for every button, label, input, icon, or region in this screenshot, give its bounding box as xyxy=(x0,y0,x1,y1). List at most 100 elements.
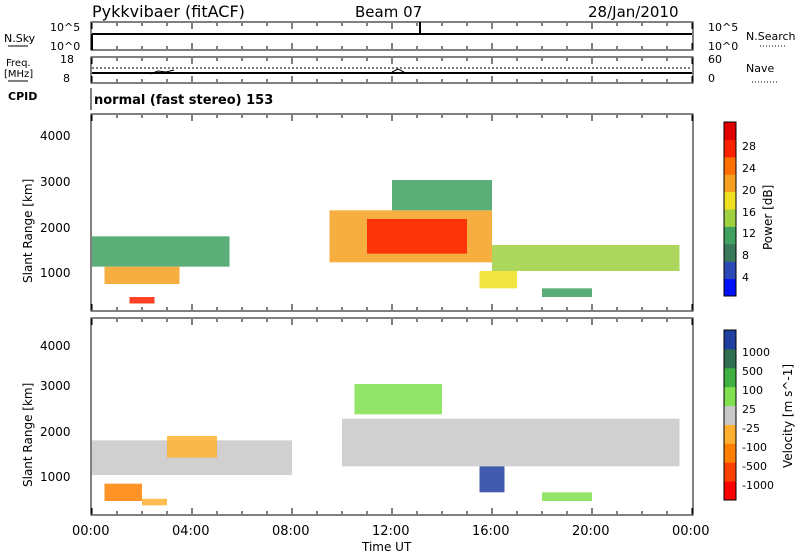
freq-right-tick-top: 60 xyxy=(708,53,722,66)
vel-cbar-tick-neg100: -100 xyxy=(742,441,767,454)
vel-cbar-tick-100: 100 xyxy=(742,384,763,397)
velocity-y-tick-2000: 2000 xyxy=(40,425,71,439)
power-region xyxy=(542,288,592,297)
freq-label-1: Freq. xyxy=(6,58,31,69)
power-region xyxy=(367,219,467,254)
velocity-region xyxy=(479,466,505,493)
x-tick-1200: 12:00 xyxy=(372,524,409,539)
nsky-right-tick-bottom: 10^0 xyxy=(708,40,738,53)
velocity-region xyxy=(167,436,217,458)
velocity-y-label: Slant Range [km] xyxy=(21,383,35,487)
power-region xyxy=(479,271,517,289)
power-colorbar-swatch xyxy=(724,243,736,262)
power-colorbar: 28 24 20 16 12 8 4 Power [dB] xyxy=(723,121,775,297)
power-colorbar-swatch xyxy=(724,174,736,193)
velocity-y-axis: 4000 3000 2000 1000 xyxy=(40,339,71,484)
power-cbar-tick-20: 20 xyxy=(742,184,756,197)
cpid-label: CPID xyxy=(8,90,37,103)
power-colorbar-swatches xyxy=(724,122,736,297)
vel-cbar-tick-500: 500 xyxy=(742,365,763,378)
velocity-y-tick-1000: 1000 xyxy=(40,470,71,484)
power-colorbar-swatch xyxy=(724,261,736,280)
vel-cbar-tick-25: 25 xyxy=(742,403,756,416)
power-y-label: Slant Range [km] xyxy=(21,179,35,283)
x-axis: 00:00 04:00 08:00 12:00 16:00 20:00 00:0… xyxy=(72,524,709,554)
velocity-colorbar-swatch xyxy=(724,367,736,388)
power-colorbar-swatch xyxy=(724,191,736,210)
x-tick-2400: 00:00 xyxy=(672,524,709,539)
velocity-colorbar-swatch xyxy=(724,386,736,407)
power-colorbar-swatch xyxy=(724,278,736,297)
power-region xyxy=(104,266,180,284)
power-region xyxy=(392,180,492,211)
power-y-axis: 4000 3000 2000 1000 xyxy=(40,129,71,280)
power-colorbar-swatch xyxy=(724,209,736,227)
power-colorbar-label: Power [dB] xyxy=(761,185,775,250)
power-y-tick-1000: 1000 xyxy=(40,266,71,280)
velocity-colorbar-swatches xyxy=(724,330,736,501)
x-tick-0800: 08:00 xyxy=(272,524,309,539)
nsky-left-tick-top: 10^5 xyxy=(50,21,80,34)
velocity-colorbar: 1000 500 100 25 -25 -100 -500 -1000 Velo… xyxy=(723,329,795,501)
x-tick-0400: 04:00 xyxy=(172,524,209,539)
power-y-tick-2000: 2000 xyxy=(40,221,71,235)
velocity-colorbar-swatch xyxy=(724,481,736,501)
power-y-tick-3000: 3000 xyxy=(40,175,71,189)
freq-right-tick-bottom: 0 xyxy=(708,72,715,85)
nsky-left-label: N.Sky xyxy=(4,32,36,45)
x-tick-0000: 00:00 xyxy=(72,524,109,539)
freq-panel: Freq. [MHz] 18 8 60 0 Nave xyxy=(4,53,778,85)
power-colorbar-swatch xyxy=(724,156,736,175)
power-cbar-tick-4: 4 xyxy=(742,271,749,284)
velocity-data-layer xyxy=(92,384,680,506)
velocity-colorbar-label: Velocity [m s^-1] xyxy=(781,364,795,468)
power-colorbar-swatch xyxy=(724,226,736,245)
velocity-region xyxy=(142,498,167,506)
nsky-right-tick-top: 10^5 xyxy=(708,21,738,34)
velocity-colorbar-swatch xyxy=(724,424,736,444)
velocity-frame xyxy=(90,317,694,516)
velocity-colorbar-swatch xyxy=(724,443,736,463)
velocity-y-tick-4000: 4000 xyxy=(40,339,71,353)
vel-cbar-tick-1000: 1000 xyxy=(742,346,770,359)
vel-cbar-tick-neg25: -25 xyxy=(742,422,760,435)
power-y-tick-4000: 4000 xyxy=(40,129,71,143)
power-colorbar-swatch xyxy=(724,139,736,158)
x-tick-1600: 16:00 xyxy=(472,524,509,539)
velocity-y-tick-3000: 3000 xyxy=(40,379,71,393)
velocity-panel: 4000 3000 2000 1000 Slant Range [km] xyxy=(21,317,694,516)
vel-cbar-tick-neg1000: -1000 xyxy=(742,479,774,492)
x-axis-label: Time UT xyxy=(361,540,412,554)
freq-label-2: [MHz] xyxy=(4,69,33,80)
velocity-region xyxy=(342,418,680,467)
power-cbar-tick-8: 8 xyxy=(742,249,749,262)
power-colorbar-swatch xyxy=(724,122,736,140)
vel-cbar-tick-neg500: -500 xyxy=(742,460,767,473)
velocity-colorbar-swatch xyxy=(724,348,736,369)
nsky-left-tick-bottom: 10^0 xyxy=(50,40,80,53)
power-colorbar-frame xyxy=(723,121,737,297)
power-cbar-tick-24: 24 xyxy=(742,162,756,175)
power-panel: 4000 3000 2000 1000 Slant Range [km] xyxy=(21,113,694,312)
velocity-colorbar-swatch xyxy=(724,330,736,350)
cpid-value: normal (fast stereo) 153 xyxy=(94,93,273,108)
nsky-right-label: N.Search xyxy=(746,30,796,43)
power-cbar-tick-28: 28 xyxy=(742,140,756,153)
freq-left-tick-bottom: 8 xyxy=(63,72,70,85)
velocity-region xyxy=(542,492,592,501)
velocity-region xyxy=(104,483,142,501)
nave-label: Nave xyxy=(746,62,774,75)
velocity-colorbar-swatch xyxy=(724,405,736,425)
power-region xyxy=(92,236,230,267)
tick-marks xyxy=(91,23,693,514)
power-region xyxy=(129,297,155,304)
nsky-panel: N.Sky 10^5 10^0 10^5 10^0 N.Search xyxy=(4,21,796,53)
date-label: 28/Jan/2010 xyxy=(588,3,679,21)
power-region xyxy=(492,245,680,271)
x-tick-2000: 20:00 xyxy=(572,524,609,539)
title: Pykkvibaer (fitACF) xyxy=(92,2,245,21)
freq-frame xyxy=(90,56,694,84)
power-data-layer xyxy=(92,180,680,304)
freq-wiggle-1 xyxy=(149,69,175,75)
